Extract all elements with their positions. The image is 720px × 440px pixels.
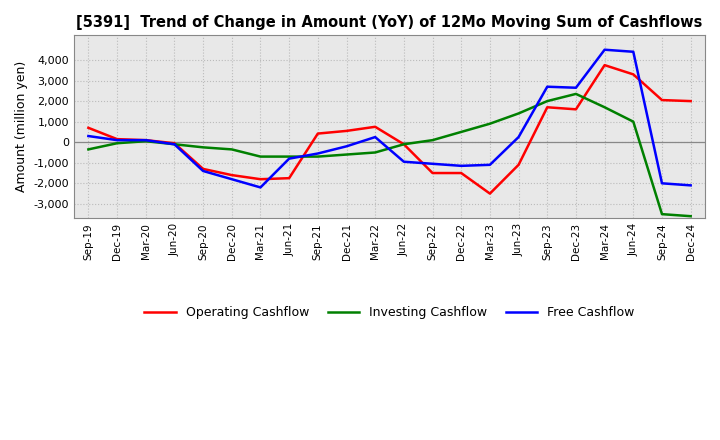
Operating Cashflow — [686, 99, 695, 104]
Title: [5391]  Trend of Change in Amount (YoY) of 12Mo Moving Sum of Cashflows: [5391] Trend of Change in Amount (YoY) o… — [76, 15, 703, 30]
Investing Cashflow — [256, 154, 265, 159]
Free Cashflow — [428, 161, 437, 166]
Line: Free Cashflow: Free Cashflow — [89, 50, 690, 187]
Operating Cashflow — [514, 162, 523, 168]
Investing Cashflow — [657, 212, 666, 217]
Investing Cashflow — [400, 142, 408, 147]
Operating Cashflow — [400, 142, 408, 147]
Y-axis label: Amount (million yen): Amount (million yen) — [15, 61, 28, 192]
Line: Operating Cashflow: Operating Cashflow — [89, 65, 690, 194]
Free Cashflow — [400, 159, 408, 165]
Operating Cashflow — [113, 136, 122, 142]
Operating Cashflow — [572, 106, 580, 112]
Investing Cashflow — [600, 105, 609, 110]
Free Cashflow — [686, 183, 695, 188]
Free Cashflow — [457, 163, 466, 169]
Investing Cashflow — [199, 145, 207, 150]
Operating Cashflow — [600, 62, 609, 68]
Operating Cashflow — [457, 170, 466, 176]
Operating Cashflow — [629, 72, 638, 77]
Investing Cashflow — [485, 121, 494, 126]
Free Cashflow — [170, 142, 179, 147]
Investing Cashflow — [371, 150, 379, 155]
Free Cashflow — [514, 135, 523, 140]
Free Cashflow — [371, 135, 379, 140]
Free Cashflow — [228, 176, 236, 182]
Investing Cashflow — [572, 91, 580, 96]
Operating Cashflow — [313, 131, 322, 136]
Investing Cashflow — [342, 152, 351, 157]
Investing Cashflow — [313, 154, 322, 159]
Free Cashflow — [199, 169, 207, 174]
Operating Cashflow — [657, 97, 666, 103]
Operating Cashflow — [485, 191, 494, 196]
Operating Cashflow — [170, 141, 179, 146]
Legend: Operating Cashflow, Investing Cashflow, Free Cashflow: Operating Cashflow, Investing Cashflow, … — [140, 301, 639, 324]
Free Cashflow — [141, 138, 150, 143]
Investing Cashflow — [170, 142, 179, 147]
Operating Cashflow — [84, 125, 93, 131]
Free Cashflow — [342, 144, 351, 149]
Operating Cashflow — [285, 176, 294, 181]
Investing Cashflow — [629, 119, 638, 124]
Free Cashflow — [600, 47, 609, 52]
Investing Cashflow — [141, 139, 150, 144]
Operating Cashflow — [199, 166, 207, 172]
Investing Cashflow — [228, 147, 236, 152]
Free Cashflow — [629, 49, 638, 55]
Operating Cashflow — [428, 170, 437, 176]
Investing Cashflow — [543, 99, 552, 104]
Operating Cashflow — [228, 172, 236, 178]
Line: Investing Cashflow: Investing Cashflow — [89, 94, 690, 216]
Investing Cashflow — [457, 129, 466, 135]
Investing Cashflow — [514, 111, 523, 116]
Investing Cashflow — [113, 141, 122, 146]
Free Cashflow — [657, 181, 666, 186]
Free Cashflow — [543, 84, 552, 89]
Free Cashflow — [313, 151, 322, 156]
Free Cashflow — [256, 185, 265, 190]
Operating Cashflow — [543, 105, 552, 110]
Free Cashflow — [84, 133, 93, 139]
Free Cashflow — [285, 156, 294, 161]
Free Cashflow — [113, 138, 122, 143]
Investing Cashflow — [84, 147, 93, 152]
Investing Cashflow — [285, 154, 294, 159]
Operating Cashflow — [342, 128, 351, 134]
Free Cashflow — [572, 85, 580, 90]
Investing Cashflow — [428, 138, 437, 143]
Operating Cashflow — [141, 138, 150, 143]
Operating Cashflow — [371, 124, 379, 129]
Investing Cashflow — [686, 213, 695, 219]
Free Cashflow — [485, 162, 494, 168]
Operating Cashflow — [256, 176, 265, 182]
